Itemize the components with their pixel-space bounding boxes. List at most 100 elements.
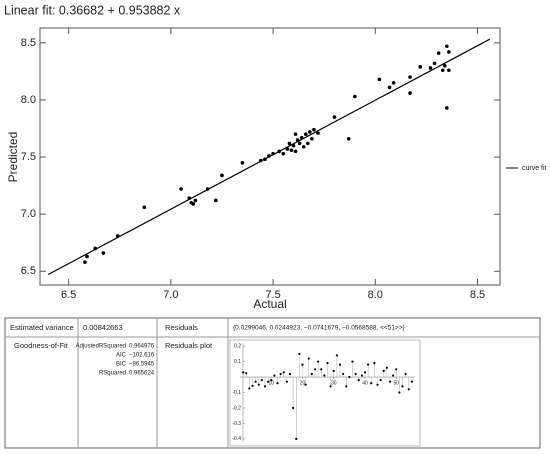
x-tick-label: 6.5 <box>61 289 76 301</box>
point <box>214 198 218 203</box>
y-tick-label: 7.5 <box>21 151 36 163</box>
point <box>240 160 245 165</box>
point <box>293 149 298 154</box>
residual-point <box>363 371 367 374</box>
point <box>445 44 449 49</box>
residual-point <box>326 362 329 365</box>
residual-point <box>345 385 348 388</box>
point <box>287 141 292 146</box>
residual-point <box>270 379 273 382</box>
x-tick-label: 10 <box>268 380 274 386</box>
residual-point <box>348 375 351 379</box>
residual-point <box>385 366 388 369</box>
residual-point <box>354 372 357 376</box>
residual-point <box>338 363 342 366</box>
stat-name: BIC <box>116 362 127 368</box>
stat-value: 0.965624 <box>129 371 155 377</box>
residual-point <box>373 362 376 365</box>
residual-point <box>245 372 248 375</box>
x-tick-label: 30 <box>331 380 337 386</box>
point <box>83 260 87 264</box>
y-tick-label: -0.2 <box>232 405 241 411</box>
stat-name: RSquared <box>99 371 126 377</box>
residual-point <box>282 371 285 374</box>
point <box>391 81 396 85</box>
point <box>293 132 298 137</box>
x-tick-label: 20 <box>300 380 306 386</box>
point <box>297 141 302 146</box>
residual-point <box>401 385 404 388</box>
residual-point <box>329 385 332 388</box>
stat-value: 0.964976 <box>129 344 155 350</box>
stat-name: AdjustedRSquared <box>76 344 126 350</box>
residual-point <box>382 369 385 372</box>
point <box>440 68 445 73</box>
chart-title: Linear fit: 0.36682 + 0.953882 x <box>4 3 181 17</box>
point <box>310 136 314 141</box>
residual-point <box>288 372 292 376</box>
stat-name: AIC <box>116 353 127 359</box>
residual-point <box>263 385 267 388</box>
y-tick-label: -0.3 <box>232 421 241 427</box>
x-tick-label: 7.5 <box>265 289 280 301</box>
point <box>408 75 412 79</box>
residual-point <box>367 363 370 366</box>
cell: Estimated variance <box>10 323 74 332</box>
x-tick-label: 8.0 <box>368 289 383 301</box>
point <box>306 141 310 146</box>
residual-point <box>310 372 313 376</box>
point <box>308 130 312 134</box>
residual-point <box>323 374 326 377</box>
point <box>332 115 337 119</box>
point <box>179 187 183 191</box>
residual-point <box>251 384 254 387</box>
y-axis-label: Predicted <box>6 132 20 183</box>
point <box>301 144 306 149</box>
y-tick-label: 6.5 <box>21 265 36 277</box>
legend-label: curve fit <box>522 165 547 172</box>
point <box>101 251 106 255</box>
residual-point <box>332 369 335 372</box>
residual-point <box>351 360 354 363</box>
y-tick-label: -0.4 <box>232 436 241 442</box>
residual-point <box>410 380 413 383</box>
point <box>289 148 294 153</box>
point <box>312 127 316 132</box>
point <box>436 51 441 55</box>
cell: Goodness-of-Fit <box>14 341 69 350</box>
residual-point <box>267 380 270 383</box>
point <box>387 85 392 90</box>
residual-point <box>407 388 410 391</box>
point <box>353 94 357 99</box>
stat-value: −102.616 <box>129 353 155 359</box>
point <box>220 173 224 178</box>
point <box>191 202 196 206</box>
residual-point <box>285 380 288 383</box>
cell: Residuals <box>165 323 198 332</box>
residual-point <box>398 391 401 394</box>
residual-point <box>276 382 279 385</box>
residual-point <box>392 374 395 377</box>
cell: Residuals plot <box>165 341 213 350</box>
residual-point <box>254 380 257 383</box>
residual-point <box>295 437 298 441</box>
residual-point <box>273 374 276 377</box>
residual-point <box>304 383 307 386</box>
residual-point <box>301 363 304 366</box>
point <box>447 50 451 54</box>
point <box>447 68 451 73</box>
point <box>443 63 447 68</box>
residuals-plot-frame <box>229 339 421 447</box>
x-tick-label: 8.5 <box>470 289 485 301</box>
y-tick-label: 8.0 <box>21 94 36 106</box>
residual-point <box>404 372 407 376</box>
residual-point <box>342 372 345 376</box>
residual-point <box>260 379 263 382</box>
plot-frame <box>39 27 501 286</box>
point <box>418 65 423 69</box>
residual-point <box>376 383 379 386</box>
point <box>408 91 412 95</box>
residual-point <box>370 382 373 385</box>
